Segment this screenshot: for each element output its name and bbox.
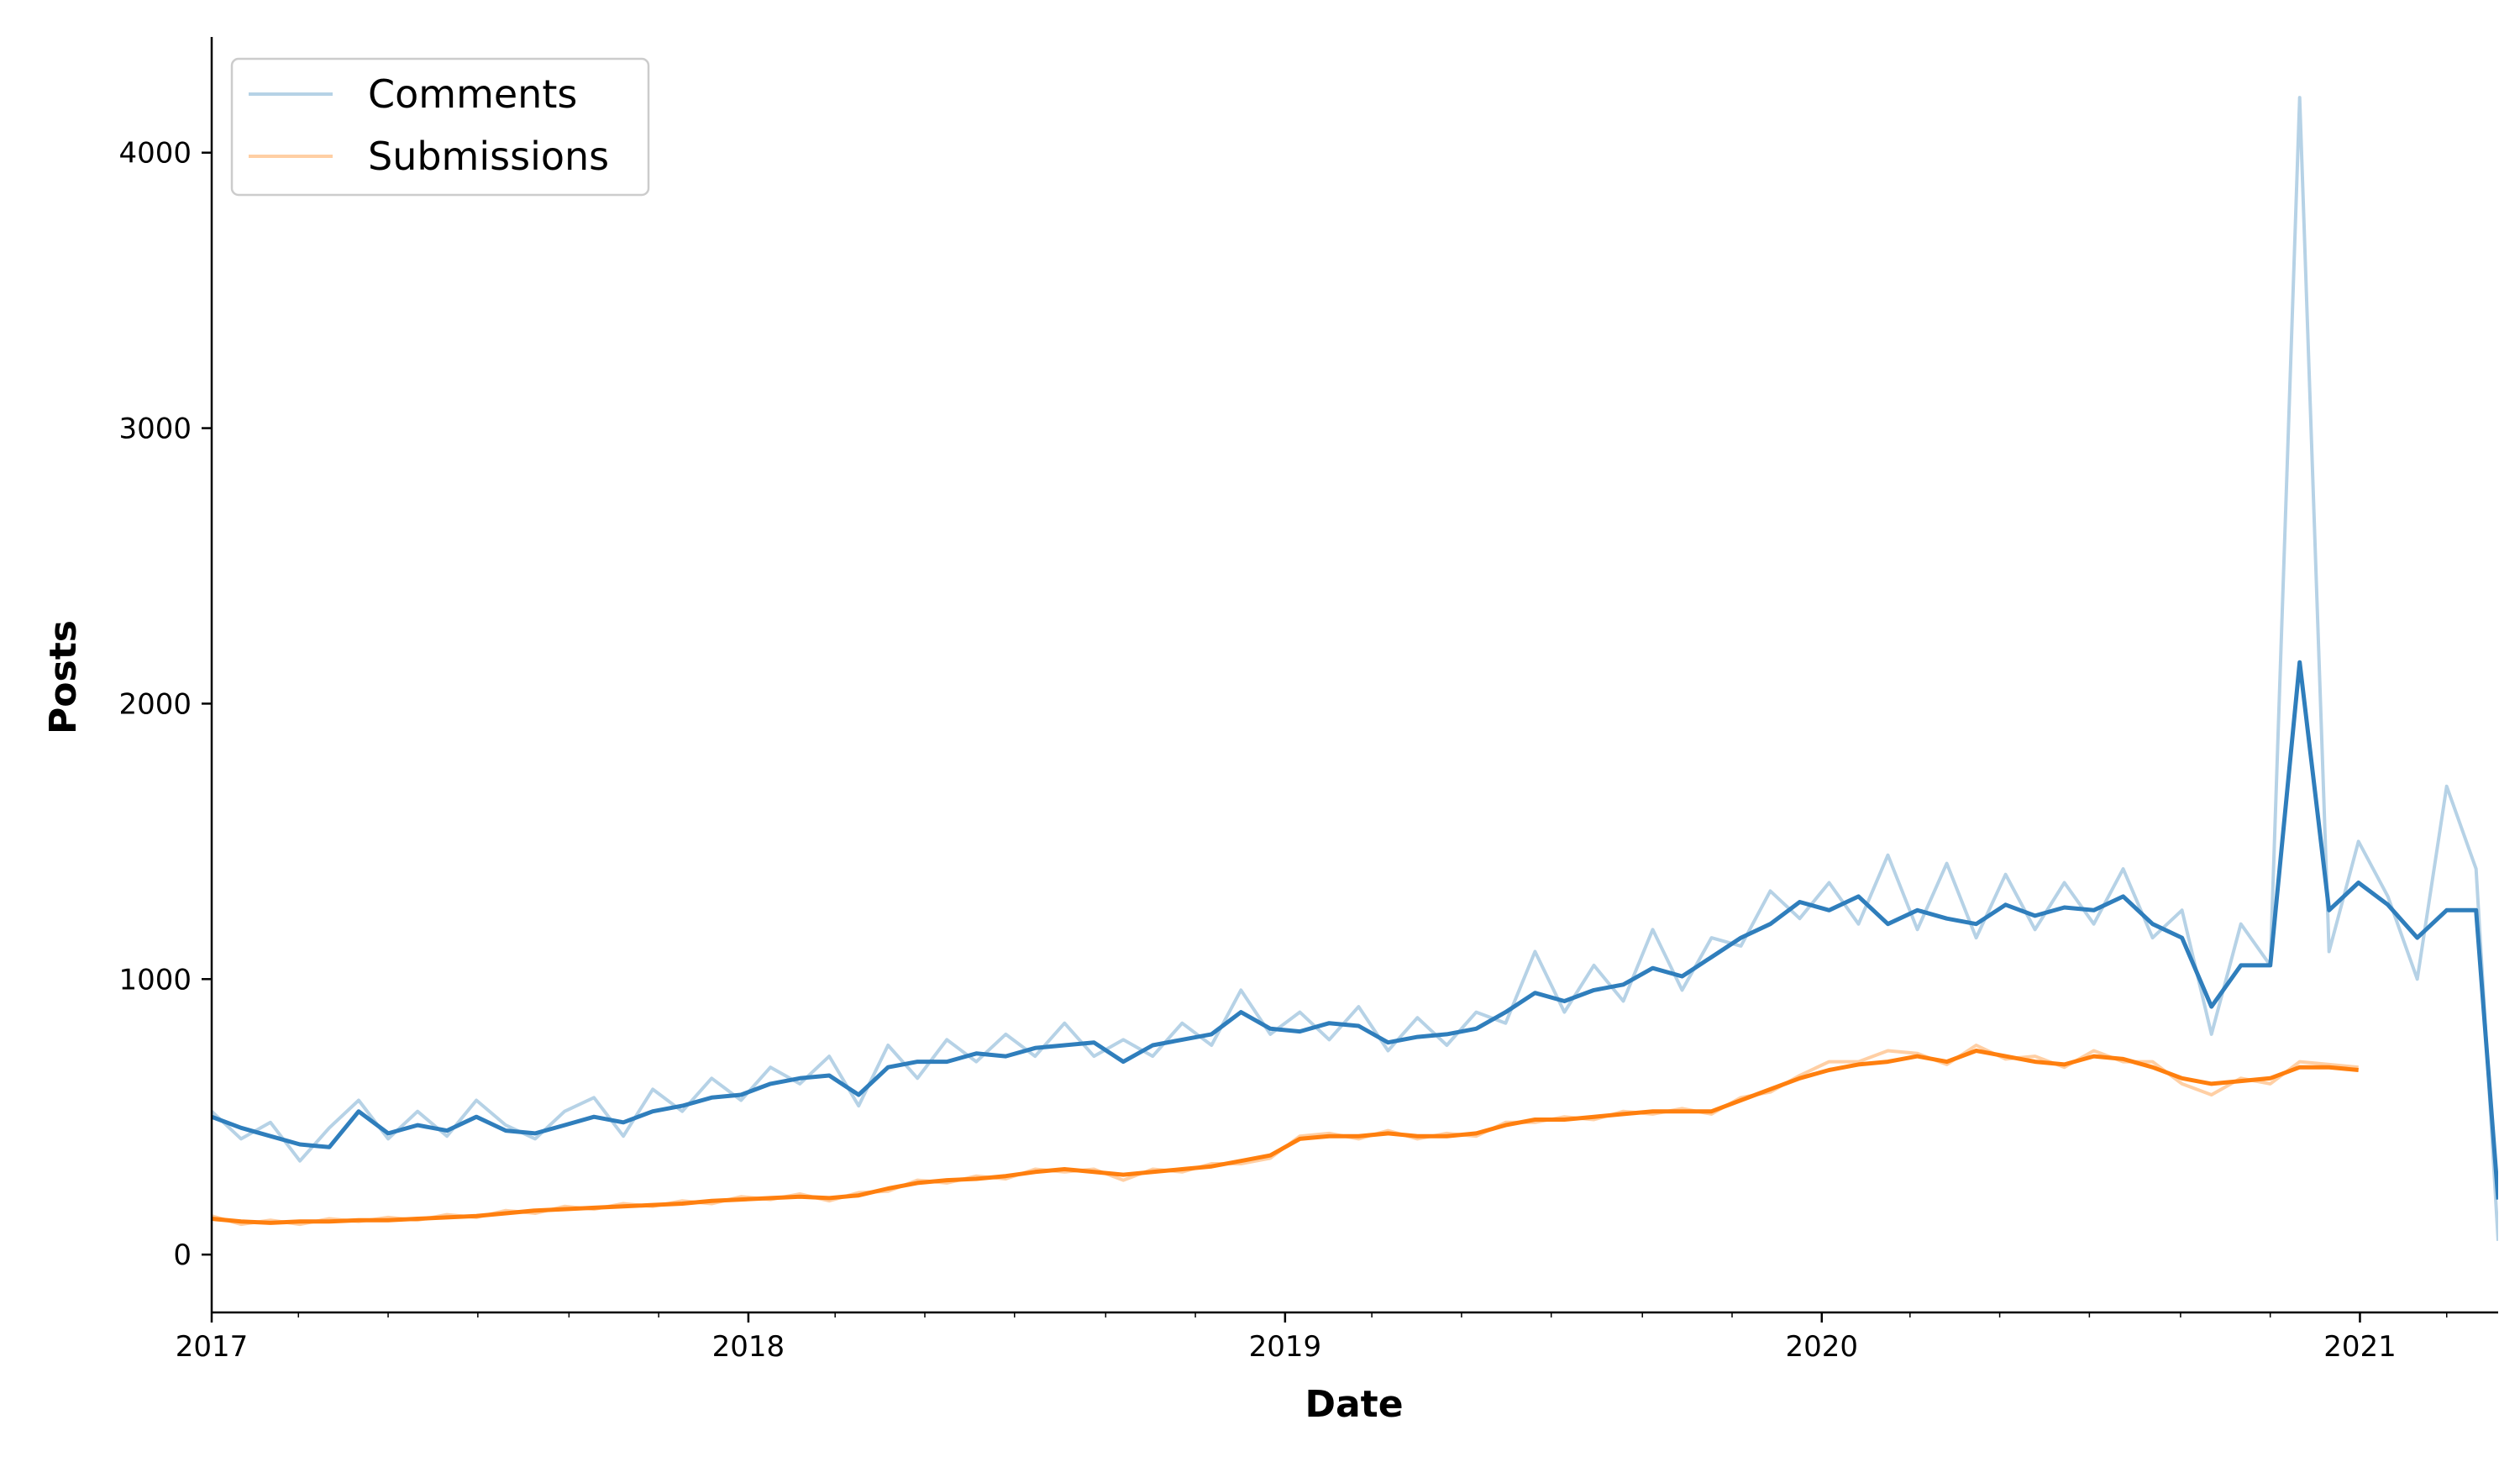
legend-label-comments: Comments bbox=[368, 71, 577, 117]
x-axis-ticks: 2017 2018 2019 2020 2021 bbox=[176, 1312, 2448, 1364]
y-tick-label: 3000 bbox=[118, 413, 192, 446]
series-smooth-line-submissions bbox=[212, 1049, 2359, 1225]
x-tick-label: 2018 bbox=[712, 1330, 785, 1364]
y-tick-label: 1000 bbox=[118, 963, 192, 997]
legend-label-submissions: Submissions bbox=[368, 134, 609, 179]
x-tick-label: 2020 bbox=[1786, 1330, 1859, 1364]
y-tick-label: 2000 bbox=[118, 687, 192, 721]
legend: Comments Submissions bbox=[230, 57, 650, 197]
series-raw-line-comments bbox=[212, 96, 2498, 1241]
x-tick-label: 2017 bbox=[176, 1330, 249, 1364]
legend-box bbox=[230, 57, 650, 197]
y-tick-label: 0 bbox=[173, 1238, 192, 1272]
x-tick-label: 2019 bbox=[1249, 1330, 1322, 1364]
series-smooth-line-comments bbox=[212, 660, 2498, 1200]
y-tick-label: 4000 bbox=[118, 137, 192, 171]
y-axis-title: Posts bbox=[42, 620, 85, 734]
smoothed-series-lines bbox=[212, 660, 2498, 1225]
y-axis-ticks: 0 1000 2000 3000 4000 bbox=[118, 137, 212, 1272]
x-tick-label: 2021 bbox=[2323, 1330, 2397, 1364]
x-axis-title: Date bbox=[1305, 1383, 1403, 1426]
